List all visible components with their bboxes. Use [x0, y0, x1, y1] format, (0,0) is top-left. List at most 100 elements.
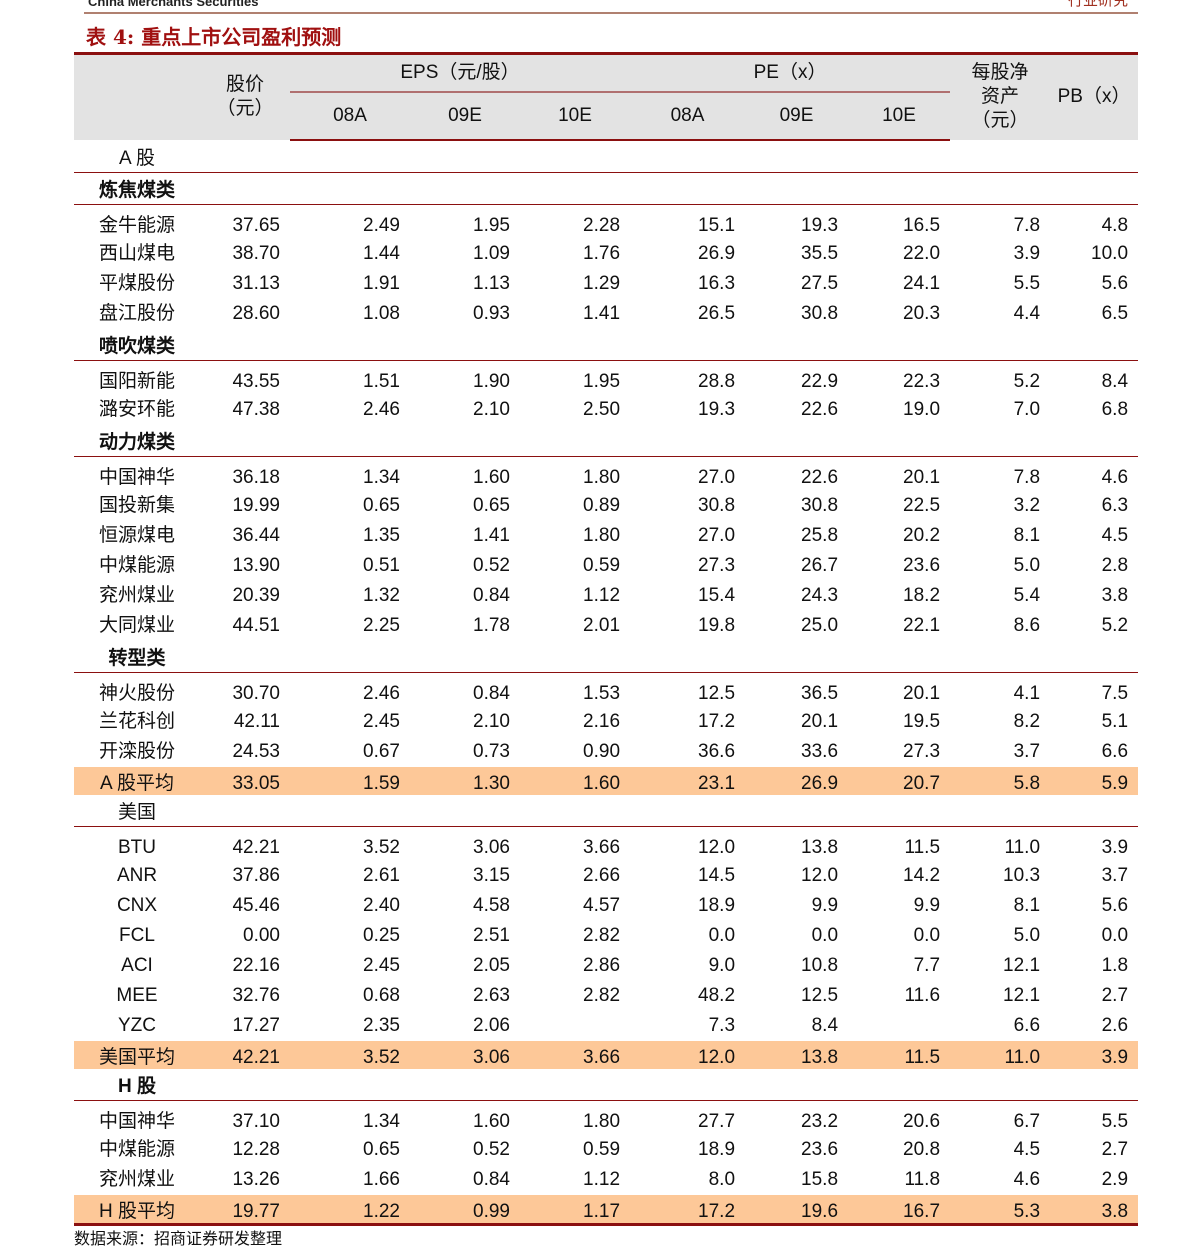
cell-value: 8.1 — [1013, 524, 1041, 546]
table-row: BTU 42.21 3.52 3.06 3.66 12.0 13.8 11.5 11.0 3.9 — [74, 826, 1138, 861]
cell-value: 9.9 — [811, 894, 839, 916]
page-header: China Merchants Securities 行业研究 — [84, 0, 1138, 14]
table-row: 金牛能源 37.65 2.49 1.95 2.28 15.1 19.3 16.5 7.8 4.8 — [74, 204, 1138, 239]
section-header-row: 喷吹煤类 — [74, 328, 1139, 361]
cell-value: 28.8 — [698, 370, 736, 392]
cell-value: 16.5 — [903, 214, 941, 236]
cell-value: 23.6 — [801, 1138, 839, 1160]
table-row: CNX 45.46 2.40 4.58 4.57 18.9 9.9 9.9 8.1 5.6 — [74, 891, 1138, 921]
cell-value: 20.7 — [848, 766, 951, 795]
cell-value: 8.1 — [1013, 894, 1041, 916]
cell-value: 42.21 — [200, 1040, 290, 1069]
cell-value: 12.5 — [801, 984, 839, 1006]
cell-value: 6.7 — [1013, 1110, 1041, 1132]
cell-value: 12.1 — [1003, 954, 1041, 976]
cell-value: 20.3 — [903, 302, 941, 324]
company-name: 兰花科创 — [98, 710, 175, 732]
cell-value: 1.13 — [473, 272, 510, 294]
cell-value: 19.6 — [745, 1194, 849, 1226]
cell-value: 2.7 — [1101, 984, 1129, 1006]
cell-value: 4.57 — [583, 894, 621, 916]
cell-value: 22.3 — [903, 370, 941, 392]
cell-value: 1.95 — [583, 370, 621, 392]
cell-value: 0.68 — [363, 984, 400, 1006]
cell-value: 24.3 — [801, 584, 839, 606]
cell-value: 11.5 — [904, 836, 941, 858]
company-name: 中国神华 — [98, 1110, 175, 1132]
cell-value: 10.3 — [1003, 864, 1041, 886]
cell-value: 5.2 — [1101, 614, 1129, 636]
cell-value: 1.22 — [290, 1194, 410, 1226]
cell-value: 13.90 — [232, 554, 280, 576]
bvps-header-line: 资产 — [981, 86, 1020, 108]
cell-value: 11.0 — [950, 1040, 1051, 1069]
cell-value: 19.8 — [698, 614, 736, 636]
company-name: 国投新集 — [98, 494, 175, 516]
section-spacer — [200, 794, 1139, 827]
cell-value: 7.3 — [708, 1014, 736, 1036]
year-header: 08A — [290, 91, 410, 141]
cell-value — [520, 1011, 630, 1041]
cell-value: 12.0 — [630, 1040, 746, 1069]
bvps-header-line: （元） — [971, 110, 1029, 132]
page: China Merchants Securities 行业研究 表 4: 重点上… — [74, 0, 1139, 1249]
cell-value: 36.6 — [698, 740, 736, 762]
cell-value: 13.26 — [232, 1168, 280, 1190]
company-name: 兖州煤业 — [98, 584, 175, 606]
cell-value: 0.52 — [473, 1138, 510, 1160]
cell-value: 20.39 — [232, 584, 280, 606]
cell-value: 30.8 — [801, 302, 839, 324]
cell-value: 37.10 — [232, 1110, 280, 1132]
company-name: 中国神华 — [98, 466, 175, 488]
cell-value: 5.6 — [1101, 894, 1129, 916]
cell-value: 2.46 — [363, 398, 400, 420]
cell-value: 15.4 — [698, 584, 736, 606]
cell-value: 5.8 — [950, 766, 1051, 795]
cell-value: 1.34 — [363, 1110, 400, 1132]
cell-value: 3.8 — [1101, 584, 1129, 606]
cell-value: 1.95 — [473, 214, 510, 236]
cell-value: 13.8 — [801, 836, 839, 858]
cell-value: 0.73 — [473, 740, 510, 762]
cell-value: 1.80 — [583, 1110, 621, 1132]
bvps-header: 每股净 资产 （元） — [950, 52, 1051, 140]
cell-value: 4.4 — [1013, 302, 1041, 324]
cell-value: 1.53 — [583, 682, 621, 704]
cell-value: 2.45 — [363, 954, 400, 976]
cell-value: 22.0 — [903, 242, 941, 264]
cell-value: 1.8 — [1101, 954, 1129, 976]
cell-value: 2.35 — [363, 1014, 400, 1036]
cell-value: 0.59 — [583, 1138, 621, 1160]
cell-value: 11.5 — [848, 1040, 951, 1069]
cell-value: 1.66 — [363, 1168, 400, 1190]
cell-value: 2.8 — [1101, 554, 1129, 576]
cell-value: 11.6 — [904, 984, 941, 1006]
cell-value: 3.52 — [363, 836, 400, 858]
cell-value: 18.2 — [903, 584, 941, 606]
cell-value: 3.9 — [1050, 1040, 1139, 1069]
table-row: FCL 0.00 0.25 2.51 2.82 0.0 0.0 0.0 5.0 0.0 — [74, 921, 1138, 951]
year-header: 10E — [520, 91, 631, 141]
cell-value: 4.5 — [1013, 1138, 1041, 1160]
cell-value: 3.7 — [1101, 864, 1129, 886]
cell-value: 5.0 — [1013, 554, 1041, 576]
section-label: 转型类 — [74, 640, 200, 673]
cell-value: 13.8 — [745, 1040, 849, 1069]
cell-value: 2.50 — [583, 398, 621, 420]
table-row: 开滦股份 24.53 0.67 0.73 0.90 36.6 33.6 27.3 3.7 6.6 — [74, 737, 1138, 767]
cell-value: 0.93 — [473, 302, 510, 324]
cell-value: 4.6 — [1101, 466, 1129, 488]
table-row: 潞安环能 47.38 2.46 2.10 2.50 19.3 22.6 19.0 7.0 6.8 — [74, 395, 1138, 425]
cell-value: 3.15 — [473, 864, 510, 886]
cell-value: 45.46 — [232, 894, 280, 916]
cell-value: 26.7 — [801, 554, 839, 576]
table-row: 中煤能源 12.28 0.65 0.52 0.59 18.9 23.6 20.8 4.5 2.7 — [74, 1135, 1138, 1165]
cell-value: 0.65 — [363, 494, 400, 516]
cell-value: 18.9 — [698, 894, 736, 916]
cell-value: 2.63 — [473, 984, 510, 1006]
cell-value: 1.78 — [473, 614, 510, 636]
cell-value: 26.5 — [698, 302, 736, 324]
cell-value: 20.1 — [903, 682, 941, 704]
cell-value: 20.2 — [903, 524, 941, 546]
cell-value: 42.21 — [232, 836, 280, 858]
